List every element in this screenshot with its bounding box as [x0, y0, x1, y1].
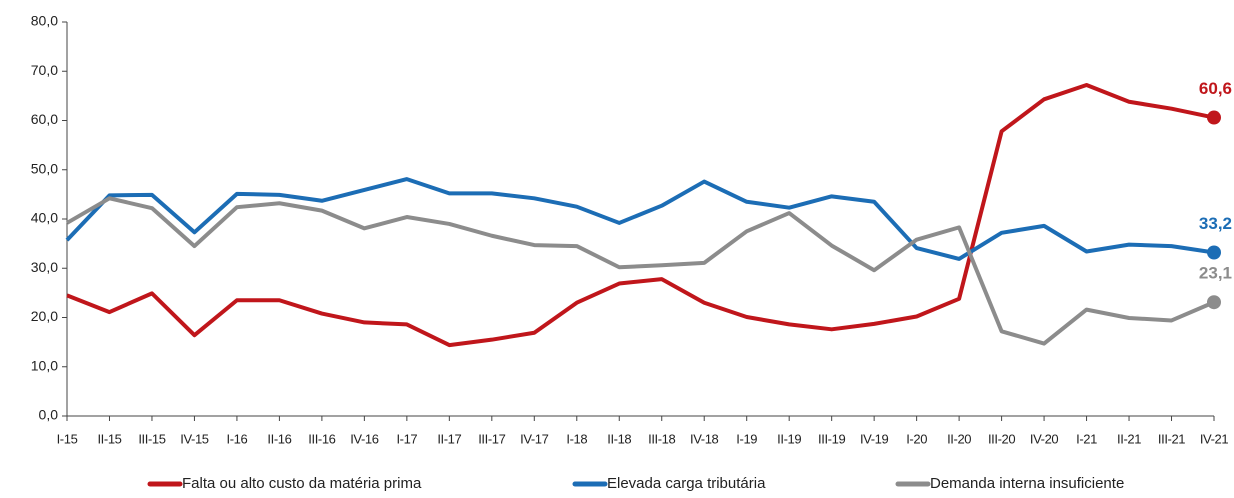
x-tick-label: II-20	[947, 431, 971, 446]
x-tick-label: IV-21	[1200, 431, 1229, 446]
y-tick-label: 0,0	[39, 407, 59, 423]
x-tick-label: III-15	[138, 431, 165, 446]
y-tick-label: 30,0	[31, 259, 58, 275]
x-tick-label: IV-15	[180, 431, 209, 446]
x-tick-label: II-16	[267, 431, 291, 446]
x-tick-label: III-16	[308, 431, 335, 446]
x-tick-label: III-21	[1158, 431, 1185, 446]
x-tick-label: IV-17	[520, 431, 549, 446]
y-tick-label: 50,0	[31, 160, 58, 176]
x-tick-label: I-17	[396, 431, 417, 446]
y-tick-label: 20,0	[31, 308, 58, 324]
value-label: 60,6	[1199, 79, 1232, 98]
x-tick-label: I-15	[57, 431, 78, 446]
value-label: 33,2	[1199, 214, 1232, 233]
end-marker	[1207, 295, 1221, 310]
x-tick-label: II-17	[437, 431, 461, 446]
y-tick-label: 70,0	[31, 62, 58, 78]
x-tick-label: III-20	[988, 431, 1015, 446]
y-tick-label: 40,0	[31, 210, 58, 226]
x-tick-label: II-18	[607, 431, 631, 446]
x-tick-label: II-19	[777, 431, 801, 446]
x-tick-label: II-15	[97, 431, 121, 446]
x-tick-label: I-18	[566, 431, 587, 446]
end-marker	[1207, 245, 1221, 260]
y-tick-label: 60,0	[31, 111, 58, 127]
x-tick-label: IV-18	[690, 431, 719, 446]
x-tick-label: IV-20	[1030, 431, 1059, 446]
x-tick-label: II-21	[1117, 431, 1141, 446]
value-label: 23,1	[1199, 264, 1232, 283]
series-line	[66, 83, 1215, 348]
x-tick-label: IV-19	[860, 431, 889, 446]
legend-label: Demanda interna insuficiente	[930, 475, 1124, 492]
end-marker	[1207, 110, 1221, 125]
x-tick-label: I-20	[906, 431, 927, 446]
x-tick-label: I-16	[227, 431, 248, 446]
x-tick-label: I-19	[736, 431, 757, 446]
x-tick-label: III-19	[818, 431, 845, 446]
y-tick-label: 10,0	[31, 357, 58, 373]
y-tick-label: 80,0	[31, 13, 58, 29]
x-tick-label: III-18	[648, 431, 675, 446]
series-line	[65, 196, 1215, 346]
x-tick-label: I-21	[1076, 431, 1097, 446]
x-tick-label: III-17	[478, 431, 505, 446]
x-tick-label: IV-16	[350, 431, 379, 446]
series-line	[65, 177, 1215, 261]
legend-label: Elevada carga tributária	[607, 475, 766, 492]
legend-label: Falta ou alto custo da matéria prima	[182, 475, 422, 492]
